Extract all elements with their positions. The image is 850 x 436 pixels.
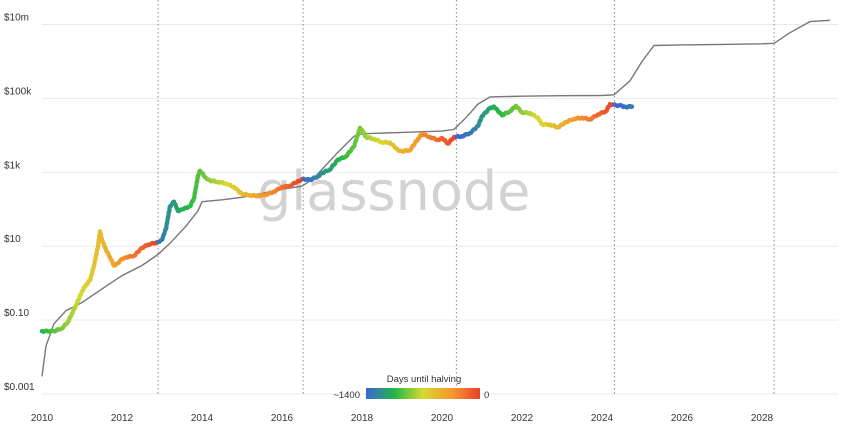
- x-tick-label: 2020: [431, 413, 454, 424]
- price-point: [629, 104, 635, 109]
- legend: Days until halving ~1400 0: [333, 374, 489, 401]
- x-axis-ticks: 2010 2012 2014 2016 2018 2020 2022 2024 2026 2028: [31, 413, 774, 424]
- x-tick-label: 2010: [31, 413, 54, 424]
- legend-max-label: 0: [484, 390, 489, 401]
- legend-min-label: ~1400: [333, 390, 360, 401]
- legend-title: Days until halving: [387, 374, 461, 385]
- x-tick-label: 2018: [351, 413, 374, 424]
- y-tick-label: $0.10: [4, 308, 29, 319]
- y-tick-label: $10: [4, 234, 21, 245]
- x-tick-label: 2028: [751, 413, 774, 424]
- watermark-text: glassnode: [257, 160, 530, 223]
- y-axis-ticks: $0.001 $0.10 $10 $1k $100k $10m: [4, 13, 35, 393]
- price-points: [39, 101, 635, 334]
- model-line-path: [41, 19, 831, 377]
- y-tick-label: $0.001: [4, 382, 35, 393]
- x-tick-label: 2014: [191, 413, 214, 424]
- model-line: [41, 19, 831, 377]
- halving-lines: [157, 0, 775, 394]
- grid: [42, 24, 838, 395]
- y-tick-label: $10m: [4, 13, 29, 24]
- x-tick-label: 2012: [111, 413, 134, 424]
- y-tick-label: $1k: [4, 160, 21, 171]
- legend-gradient-bar: [366, 388, 480, 399]
- x-tick-label: 2016: [271, 413, 294, 424]
- x-tick-label: 2026: [671, 413, 694, 424]
- x-tick-label: 2022: [511, 413, 534, 424]
- legend-gradient-rect: [366, 388, 480, 399]
- x-tick-label: 2024: [591, 413, 614, 424]
- y-tick-label: $100k: [4, 86, 32, 97]
